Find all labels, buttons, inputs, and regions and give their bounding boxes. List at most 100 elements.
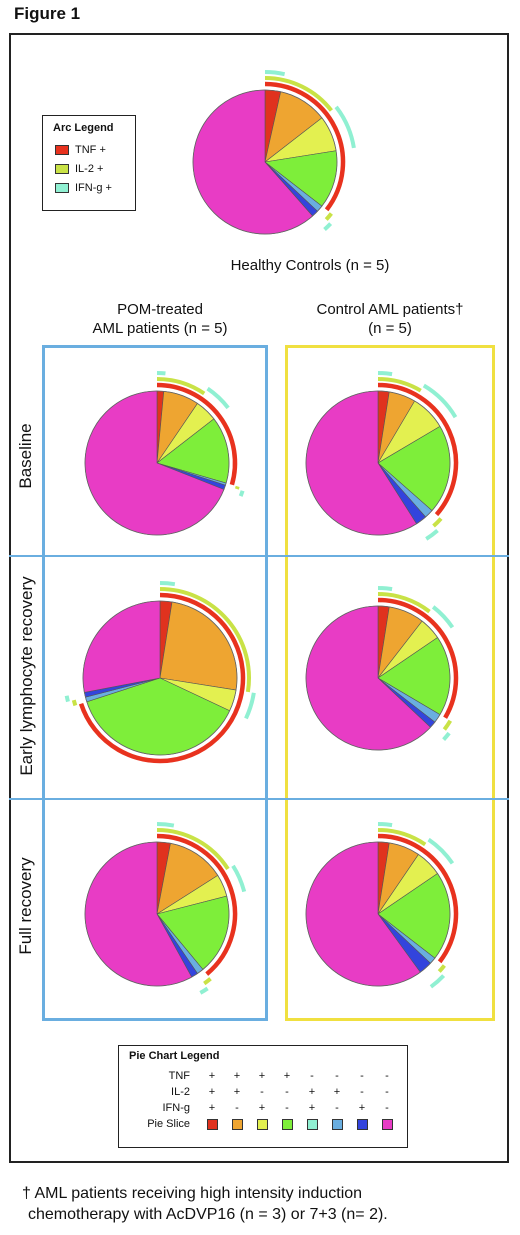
pie-legend-sign: - [360, 1086, 364, 1098]
pie-legend-sign: + [308, 1102, 316, 1114]
pie-legend-sign: + [208, 1102, 216, 1114]
pie-outline [305, 841, 451, 987]
pie-chart-6 [84, 821, 247, 995]
pie-chart-3 [305, 371, 459, 541]
ifng-arc [377, 822, 393, 828]
pie-outline [305, 605, 451, 751]
il2-arc [377, 377, 422, 393]
il2-arc [159, 587, 251, 693]
pie-legend-slice-swatch [326, 1119, 348, 1133]
pie-chart-legend: Pie Chart Legend TNF IL-2 IFN-g Pie Slic… [118, 1045, 408, 1148]
healthy-controls-label: Healthy Controls (n = 5) [230, 257, 390, 274]
pie-legend-slice-swatch [251, 1119, 273, 1133]
tnf-swatch [55, 145, 69, 155]
pie-outline [84, 841, 230, 987]
pie-chart-7 [305, 822, 459, 989]
tnf-arc [264, 81, 346, 212]
ifng-arc [264, 70, 286, 77]
footnote-line-2: chemotherapy with AcDVP16 (n = 3) or 7+3… [28, 1206, 388, 1223]
ifng-arc [323, 222, 333, 232]
control-column-title-line1: Control AML patients† [316, 301, 464, 318]
il2-arc [71, 699, 78, 707]
tnf-arc [377, 382, 459, 517]
pie-outline [84, 390, 230, 536]
ifng-arc [429, 974, 446, 989]
pie-legend-sign: + [258, 1102, 266, 1114]
il2-arc [324, 212, 333, 221]
pie-legend-sign: - [285, 1102, 289, 1114]
tnf-arc [377, 597, 459, 719]
arc-legend-label: TNF + [75, 144, 106, 156]
il2-arc [264, 76, 333, 112]
pie-outline [305, 390, 451, 536]
pie-legend-sign: + [308, 1086, 316, 1098]
pie-legend-slice-swatch [301, 1119, 323, 1133]
ifng-arc [64, 695, 70, 703]
arc-legend-label: IL-2 + [75, 163, 104, 175]
tnf-arc [156, 382, 238, 486]
arc-legend: Arc Legend TNF + IL-2 + IFN-g + [42, 115, 136, 211]
pom-column-title-line2: AML patients (n = 5) [92, 320, 228, 337]
tnf-arc [78, 592, 246, 764]
pie-legend-sign: - [385, 1070, 389, 1082]
pie-legend-sign: + [258, 1070, 266, 1082]
pie-legend-slice-swatch [276, 1119, 298, 1133]
tnf-arc [377, 833, 459, 964]
ifng-arc [231, 864, 247, 893]
row-divider-1 [9, 555, 509, 557]
pie-outline [192, 89, 338, 235]
pie-legend-sign: - [360, 1070, 364, 1082]
arc-legend-label: IFN-g + [75, 182, 112, 194]
pie-legend-row-label: Pie Slice [147, 1118, 190, 1130]
ifng-arc [427, 837, 455, 865]
pie-legend-sign: - [335, 1070, 339, 1082]
pie-legend-slice-swatch [376, 1119, 398, 1133]
pie-slice [82, 600, 161, 693]
ifng-arc [377, 586, 393, 592]
row-divider-2 [9, 798, 509, 800]
ifng-arc [334, 105, 356, 149]
il2-arc [377, 592, 431, 614]
ifng-arc [156, 821, 175, 828]
pie-legend-sign: - [385, 1102, 389, 1114]
ifng-arc [199, 986, 209, 995]
il2-arc [156, 828, 230, 871]
pom-column-title-line1: POM-treated [117, 301, 203, 318]
arc-legend-item-ifng: IFN-g + [55, 182, 112, 194]
tnf-arc [156, 833, 238, 976]
pie-legend-sign: + [233, 1070, 241, 1082]
pie-outline [82, 600, 238, 756]
pie-chart-1 [192, 70, 356, 235]
il2-swatch [55, 164, 69, 174]
il2-arc [377, 828, 427, 847]
pie-legend-sign: + [208, 1070, 216, 1082]
footnote: † AML patients receiving high intensity … [22, 1183, 512, 1225]
ifng-arc [238, 490, 245, 497]
pie-chart-5 [305, 586, 459, 751]
il2-arc [437, 964, 446, 973]
pie-legend-sign: + [358, 1102, 366, 1114]
pie-legend-sign: + [333, 1086, 341, 1098]
il2-arc [203, 977, 212, 986]
ifng-arc [425, 528, 439, 541]
ifng-arc [442, 731, 451, 741]
ifng-arc [377, 371, 393, 377]
ifng-arc [431, 605, 455, 629]
pie-legend-sign: - [235, 1102, 239, 1114]
il2-arc [442, 719, 453, 731]
arc-legend-item-tnf: TNF + [55, 144, 106, 156]
pie-legend-title: Pie Chart Legend [129, 1050, 220, 1062]
pie-legend-row-label: TNF [168, 1070, 190, 1082]
control-column-title-line2: (n = 5) [368, 320, 412, 337]
pie-chart-4 [64, 581, 256, 764]
pie-legend-sign: - [335, 1102, 339, 1114]
pie-legend-slice-swatch [201, 1119, 223, 1133]
pie-legend-sign: - [385, 1086, 389, 1098]
pie-legend-slice-swatch [351, 1119, 373, 1133]
pom-column-box [42, 345, 268, 1021]
pie-legend-sign: - [260, 1086, 264, 1098]
ifng-swatch [55, 183, 69, 193]
pie-legend-sign: - [285, 1086, 289, 1098]
pie-chart-2 [84, 371, 245, 536]
